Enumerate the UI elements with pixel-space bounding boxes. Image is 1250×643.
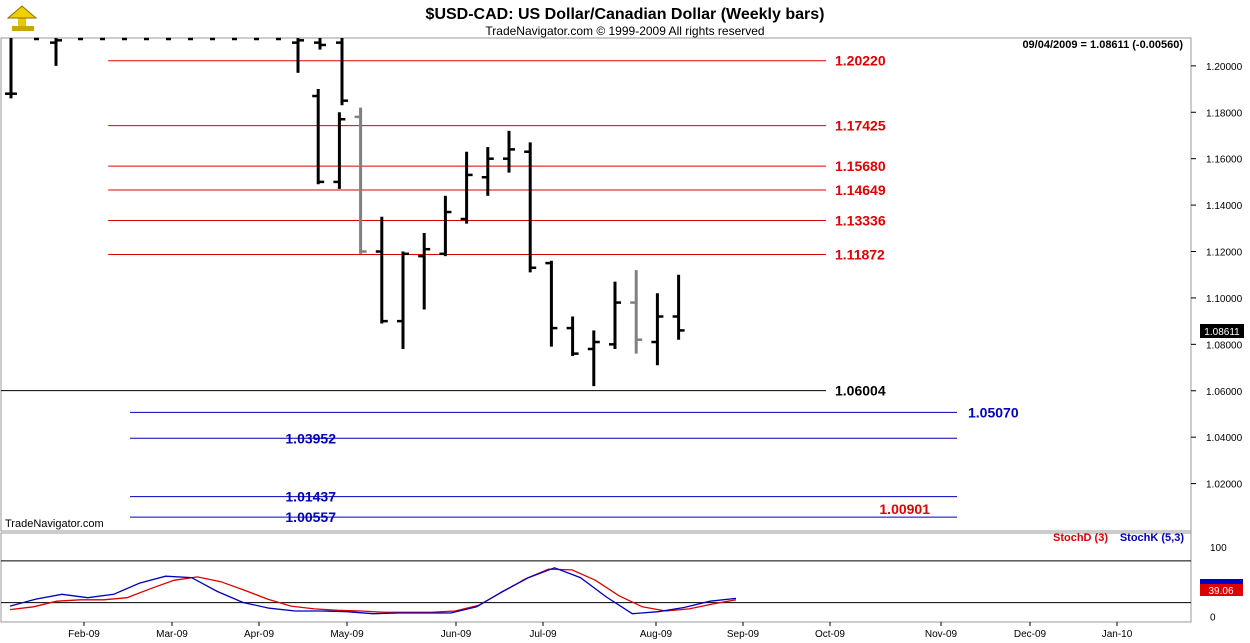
x-tick-label: Apr-09: [244, 629, 274, 640]
y-tick-label: 1.04000: [1206, 433, 1243, 444]
stoch-y-tick: 100: [1210, 543, 1227, 554]
ohlc-bar: [314, 38, 326, 50]
level-label: 1.03952: [285, 430, 336, 446]
x-tick-label: Feb-09: [68, 629, 100, 640]
ohlc-bar: [651, 293, 664, 366]
y-tick-label: 1.06000: [1206, 387, 1243, 398]
stochd-value-tag: [1200, 584, 1243, 596]
ohlc-bar: [439, 195, 452, 257]
level-label: 1.05070: [968, 404, 1019, 420]
stoch-series-line: [9, 567, 737, 615]
ohlc-bar: [503, 130, 515, 173]
ohlc-bar: [50, 38, 62, 66]
y-tick-label: 1.02000: [1206, 480, 1243, 491]
x-tick-label: May-09: [330, 629, 364, 640]
x-tick-label: Jan-10: [1102, 629, 1133, 640]
y-tick-label: 1.18000: [1206, 108, 1243, 119]
chart-title: $USD-CAD: US Dollar/Canadian Dollar (Wee…: [426, 6, 825, 23]
ohlc-bar: [292, 38, 304, 73]
level-label: 1.14649: [835, 182, 886, 198]
y-tick-label: 1.08000: [1206, 340, 1243, 351]
level-label: 1.15680: [835, 158, 886, 174]
ohlc-bar: [333, 112, 346, 189]
ohlc-bars: [5, 37, 685, 387]
x-tick-label: Nov-09: [925, 629, 958, 640]
ohlc-bar: [587, 330, 600, 387]
x-tick-label: Sep-09: [727, 629, 760, 640]
last-price-tag: 1.08611: [1200, 324, 1244, 338]
ohlc-bar: [397, 251, 409, 349]
last-price-label: 1.08611: [1204, 327, 1240, 338]
stoch-series-line: [9, 568, 737, 613]
stoch-legend-label: StochK (5,3): [1120, 532, 1185, 544]
y-tick-label: 1.14000: [1206, 201, 1243, 212]
ohlc-bar: [312, 89, 325, 185]
last-quote: 09/04/2009 = 1.08611 (-0.00560): [1022, 39, 1183, 51]
logo-icon: [6, 5, 38, 31]
y-tick-label: 1.12000: [1206, 248, 1243, 259]
ohlc-bar: [609, 281, 621, 349]
ohlc-bar: [545, 260, 558, 347]
ohlc-bar: [5, 38, 17, 99]
stoch-y-tick: 0: [1210, 613, 1216, 624]
ohlc-bar: [354, 107, 367, 254]
ohlc-bar: [524, 142, 537, 273]
level-label: 1.06004: [835, 383, 886, 399]
level-label: 1.11872: [835, 246, 885, 262]
stochd-value-label: 39.06: [1208, 586, 1233, 597]
watermark: TradeNavigator.com: [5, 518, 104, 530]
level-label: 1.01437: [285, 489, 336, 505]
ohlc-bar: [418, 232, 431, 310]
price-axis: 1.20000 1.18000 1.16000 1.14000 1.12000 1.100…: [1191, 62, 1243, 491]
y-tick-label: 1.10000: [1206, 294, 1243, 305]
x-tick-label: Jul-09: [529, 629, 557, 640]
x-tick-label: Aug-09: [640, 629, 673, 640]
y-tick-label: 1.16000: [1206, 155, 1243, 166]
stoch-legend-label: StochD (3): [1053, 532, 1108, 544]
x-tick-label: Dec-09: [1014, 629, 1047, 640]
level-label: 1.13336: [835, 213, 886, 229]
level-label: 1.20220: [835, 53, 886, 69]
ohlc-bar: [566, 316, 579, 356]
ohlc-bar: [672, 274, 685, 340]
date-axis: Feb-09 Mar-09 Apr-09 May-09 Jun-09 Jul-09 Aug-…: [68, 622, 1133, 640]
level-label: 1.17425: [835, 118, 886, 134]
ohlc-bar: [375, 216, 388, 324]
y-tick-label: 1.20000: [1206, 62, 1243, 73]
ohlc-bar: [336, 38, 348, 106]
chart-subtitle: TradeNavigator.com © 1999-2009 All right…: [485, 24, 764, 38]
x-tick-label: Jun-09: [441, 629, 472, 640]
level-label: 1.00557: [285, 509, 336, 525]
ohlc-bar: [460, 151, 473, 224]
x-tick-label: Oct-09: [815, 629, 845, 640]
stochastic-panel: 100 0 StochD (3) StochK (5,3) 39.06: [1, 532, 1243, 624]
ohlc-bar: [630, 270, 643, 354]
x-tick-label: Mar-09: [156, 629, 188, 640]
annotation-label: 1.00901: [879, 501, 930, 517]
ohlc-bar: [481, 147, 494, 196]
